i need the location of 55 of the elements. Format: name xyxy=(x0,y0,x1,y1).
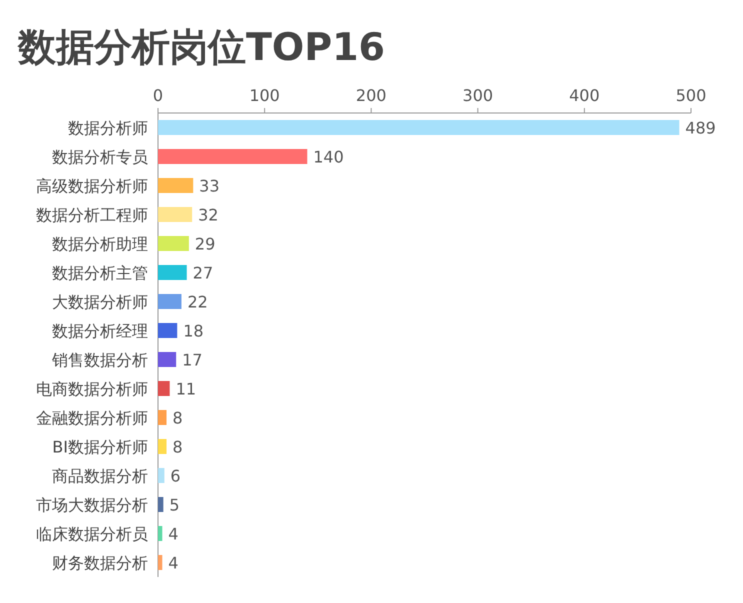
bar xyxy=(158,468,164,483)
data-label: 22 xyxy=(187,292,208,312)
data-label: 29 xyxy=(194,234,216,254)
data-label: 4 xyxy=(168,524,178,544)
y-tick-label: 大数据分析师 xyxy=(52,292,148,312)
y-tick-label: 数据分析师 xyxy=(68,118,148,138)
data-label: 140 xyxy=(313,148,344,166)
x-tick-label: 500 xyxy=(676,86,706,105)
bar xyxy=(158,207,192,222)
data-label: 17 xyxy=(182,350,202,370)
y-tick-label: 数据分析助理 xyxy=(52,234,148,254)
data-label: 489 xyxy=(685,118,716,138)
y-tick-label: 高级数据分析师 xyxy=(36,176,148,196)
y-tick-label: 销售数据分析 xyxy=(51,350,148,370)
y-tick-label: 商品数据分析 xyxy=(52,466,148,486)
y-tick-label: 市场大数据分析 xyxy=(36,496,148,514)
y-tick-label: 数据分析工程师 xyxy=(36,206,148,224)
x-tick-label: 100 xyxy=(249,86,280,105)
x-tick-label: 400 xyxy=(569,86,600,105)
y-tick-label: 数据分析经理 xyxy=(52,322,148,340)
x-tick-label: 200 xyxy=(356,86,386,105)
bar xyxy=(158,120,680,135)
data-label: 11 xyxy=(176,380,196,398)
data-label: 8 xyxy=(172,408,183,428)
data-label: 32 xyxy=(198,206,218,224)
bar xyxy=(158,149,308,164)
bar xyxy=(158,323,178,338)
y-tick-label: 数据分析专员 xyxy=(52,148,148,166)
bar xyxy=(158,236,189,251)
bar xyxy=(158,265,187,280)
data-label: 33 xyxy=(199,176,220,196)
data-label: 27 xyxy=(192,264,214,282)
y-tick-label: 电商数据分析师 xyxy=(36,380,148,398)
y-tick-label: 数据分析主管 xyxy=(52,264,148,282)
bar xyxy=(158,410,167,425)
data-label: 4 xyxy=(168,554,178,572)
y-tick-label: BI数据分析师 xyxy=(52,438,148,456)
chart-title: 数据分析岗位TOP16 xyxy=(17,25,385,69)
data-label: 18 xyxy=(183,322,204,340)
bar xyxy=(158,178,194,193)
data-label: 5 xyxy=(169,496,180,514)
y-tick-label: 财务数据分析 xyxy=(52,554,148,572)
bar xyxy=(158,439,167,454)
data-label: 6 xyxy=(170,466,181,486)
bar xyxy=(158,381,170,396)
y-tick-label: 临床数据分析员 xyxy=(36,524,148,544)
bar xyxy=(158,526,162,541)
y-tick-label: 金融数据分析师 xyxy=(36,408,148,428)
bar xyxy=(158,352,176,367)
data-label: 8 xyxy=(172,438,183,456)
x-tick-label: 0 xyxy=(152,86,164,105)
bar xyxy=(158,294,182,309)
bar xyxy=(158,555,162,570)
bar xyxy=(158,497,164,512)
x-tick-label: 300 xyxy=(462,86,494,105)
